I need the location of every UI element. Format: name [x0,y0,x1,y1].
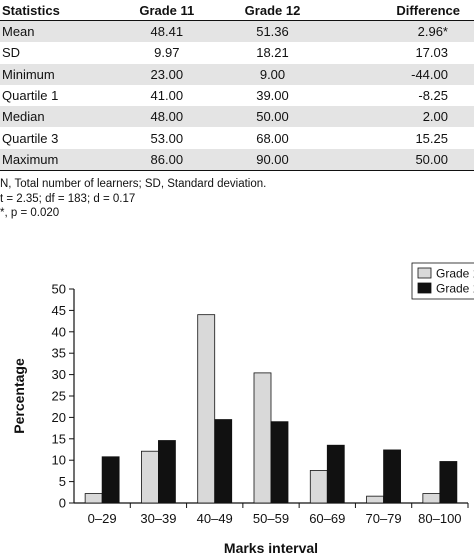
grade-12-value: 68.00 [256,130,289,146]
grade-12-value: 90.00 [219,148,326,172]
bar-grade-11 [422,493,441,504]
table-footnotes: N, Total number of learners; SD, Standar… [0,177,266,221]
bar-grade-12 [214,419,233,504]
y-tick-label: 35 [52,346,66,361]
difference-value: -8.25 [418,88,448,104]
x-tick-label: 80–100 [418,511,461,526]
y-tick-label: 10 [52,453,66,468]
x-tick-label: 0–29 [88,511,117,526]
grade-11-value: 9.97 [154,45,180,61]
table-row: Quartile 1 41.00 39.00 -8.25 [0,85,474,106]
x-axis-title: Marks interval [224,540,318,556]
table-header-row: Statistics Grade 11 Grade 12 Difference [0,0,474,21]
y-tick-label: 15 [52,431,66,446]
table-row: Maximum 86.00 90.00 50.00 [0,148,474,172]
grade-12-value: 18.21 [256,45,289,61]
grade-11-value: 48.00 [114,106,220,128]
difference-value: 17.03 [415,45,448,61]
bar-grade-12 [101,456,120,504]
x-tick-label: 40–49 [197,511,233,526]
header-grade-12: Grade 12 [219,0,326,21]
difference-value: 15.25 [415,130,448,146]
grade-distribution-chart: 0 5 10 15 20 25 30 35 40 45 50 0–29 30–39 40–49 50–59 6… [11,262,474,556]
table-row: Quartile 3 53.00 68.00 15.25 [0,127,474,148]
bar-grade-12 [270,421,289,504]
row-label: Maximum [0,148,115,172]
grade-12-value: 51.36 [219,20,326,43]
bar-grade-12 [326,444,345,504]
footnote-significance: *, p = 0.020 [0,207,60,219]
table-row: Minimum 23.00 9.00 -44.00 [0,63,474,85]
header-difference: Difference [325,0,474,21]
row-label: Quartile 1 [2,88,59,104]
header-statistics: Statistics [0,0,115,21]
row-label: SD [2,45,21,61]
bar-grade-12 [439,461,458,504]
statistics-table: Statistics Grade 11 Grade 12 Difference … [0,0,474,172]
grade-12-value: 39.00 [256,88,289,104]
y-tick-label: 50 [52,282,66,297]
difference-value: 2.96* [325,20,474,43]
grade-11-value: 41.00 [150,88,184,104]
bar-grade-12 [383,449,401,504]
row-label: Mean [0,20,115,43]
footnote-test-statistics: t = 2.35; df = 183; d = 0.17 [0,192,136,205]
grade-12-value: 50.00 [219,106,326,128]
bar-grade-11 [141,450,159,504]
x-tick-label: 70–79 [365,511,401,526]
legend-label: Grade 11 [436,267,474,281]
bar-grade-12 [158,440,176,504]
row-label: Median [0,106,115,128]
grade-11-value: 53.00 [150,130,184,146]
y-tick-label: 45 [52,303,66,318]
grade-12-value: 9.00 [219,63,326,85]
x-tick-label: 50–59 [253,511,289,526]
y-tick-label: 25 [52,389,66,404]
x-tick-label: 60–69 [309,511,345,526]
footnote-abbreviations: N, Total number of learners; SD, Standar… [0,178,267,190]
bar-grade-11 [84,493,103,504]
y-tick-label: 30 [52,367,66,382]
legend-label: Grade 12 [436,282,474,296]
grade-11-value: 23.00 [114,63,220,85]
y-tick-label: 0 [59,496,66,511]
table-row: Median 48.00 50.00 2.00 [0,106,474,128]
x-tick-label: 30–39 [140,511,176,526]
difference-value: 2.00 [325,106,474,128]
table-row: SD 9.97 18.21 17.03 [0,42,474,63]
table-row: Mean 48.41 51.36 2.96* [0,20,474,43]
bar-grade-11 [366,495,384,504]
difference-value: 50.00 [325,148,474,172]
bar-grade-11 [253,372,272,504]
header-grade-11: Grade 11 [114,0,220,21]
grade-11-value: 48.41 [114,20,220,43]
bar-grade-11 [197,314,216,504]
y-tick-label: 20 [52,410,66,425]
y-tick-label: 5 [59,474,66,489]
difference-value: -44.00 [325,63,474,85]
grade-11-value: 86.00 [114,148,220,172]
legend-swatch [417,282,432,294]
row-label: Quartile 3 [2,130,59,146]
y-axis-title: Percentage [11,358,27,434]
legend-swatch [417,267,432,279]
bar-grade-11 [309,470,328,504]
row-label: Minimum [0,63,115,85]
y-tick-label: 40 [52,324,66,339]
